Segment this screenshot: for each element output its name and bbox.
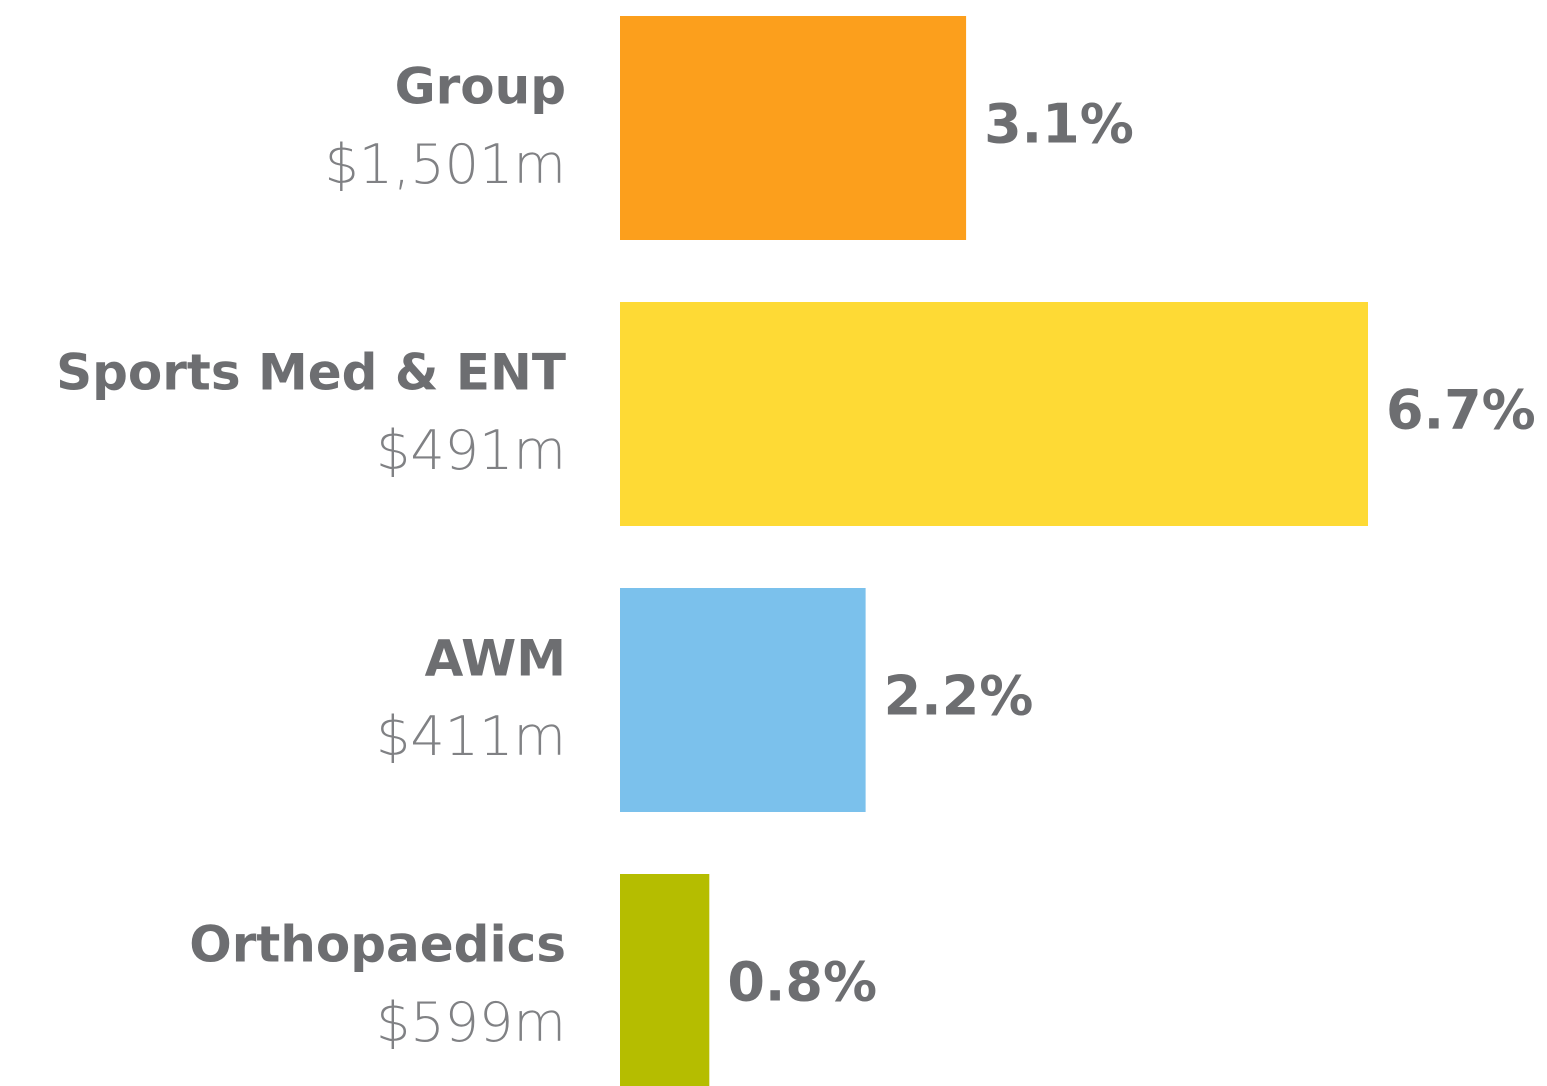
category-label: Sports Med & ENT bbox=[56, 344, 566, 402]
value-label: 0.8% bbox=[727, 951, 877, 1014]
value-label: 6.7% bbox=[1386, 379, 1536, 442]
category-sublabel: $599m bbox=[376, 991, 566, 1054]
value-label: 3.1% bbox=[984, 93, 1134, 156]
category-label: Group bbox=[395, 58, 566, 116]
category-sublabel: $411m bbox=[376, 705, 566, 768]
category-sublabel: $491m bbox=[376, 419, 566, 482]
bar bbox=[620, 588, 866, 812]
category-sublabel: $1,501m bbox=[324, 133, 566, 196]
category-label: Orthopaedics bbox=[189, 916, 566, 974]
category-label: AWM bbox=[425, 630, 566, 688]
bar bbox=[620, 16, 967, 240]
value-label: 2.2% bbox=[884, 665, 1034, 728]
bar bbox=[620, 874, 710, 1086]
bar bbox=[620, 302, 1368, 526]
